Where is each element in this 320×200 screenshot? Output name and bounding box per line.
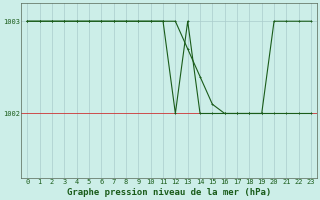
X-axis label: Graphe pression niveau de la mer (hPa): Graphe pression niveau de la mer (hPa) [67,188,271,197]
